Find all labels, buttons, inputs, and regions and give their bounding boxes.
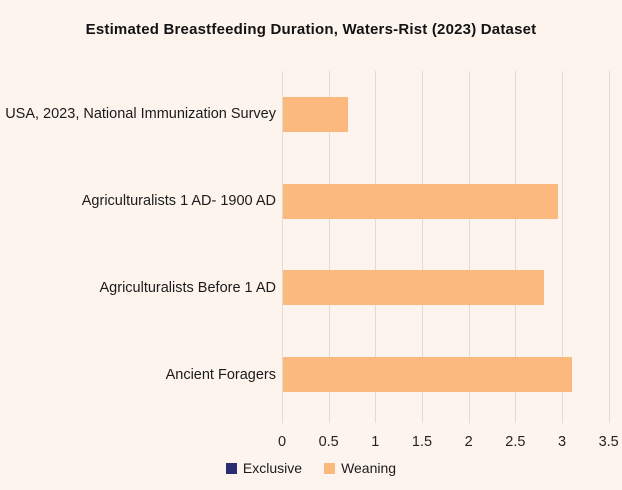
gridline [422,71,423,423]
x-axis-tick-label: 3.5 [598,434,619,450]
x-axis-tick-label: 1.5 [411,434,433,450]
gridline [608,71,610,423]
bar-weaning[interactable] [283,183,559,219]
legend-label-weaning: Weaning [341,460,397,476]
chart-title: Estimated Breastfeeding Duration, Waters… [85,21,537,38]
gridline [282,71,283,423]
chart-legend: Exclusive Weaning [0,460,622,476]
legend-item-exclusive[interactable]: Exclusive [225,460,303,476]
x-axis-tick-label: 0.5 [318,434,339,450]
x-axis-tick-label: 1 [371,434,380,450]
gridline [375,71,377,423]
gridline [515,71,517,423]
bar-weaning[interactable] [283,270,545,306]
x-axis-tick-label: 0 [277,434,287,450]
legend-label-exclusive: Exclusive [242,460,303,476]
bar-weaning[interactable] [283,96,349,132]
legend-swatch-weaning-icon [324,462,336,474]
legend-swatch-exclusive-icon [225,462,237,474]
x-axis-tick-label: 3 [557,434,567,450]
gridline [562,71,564,423]
category-label: USA, 2023, National Immunization Survey [5,106,276,123]
bar-weaning[interactable] [283,357,573,393]
gridline [468,71,470,423]
category-label: Ancient Foragers [165,366,276,383]
category-label: Agriculturalists 1 AD- 1900 AD [81,193,276,210]
legend-item-weaning[interactable]: Weaning [324,460,396,476]
category-label: Agriculturalists Before 1 AD [99,279,277,296]
gridline [328,71,330,423]
x-axis-tick-label: 2 [464,434,473,450]
x-axis-tick-label: 2.5 [505,434,526,450]
